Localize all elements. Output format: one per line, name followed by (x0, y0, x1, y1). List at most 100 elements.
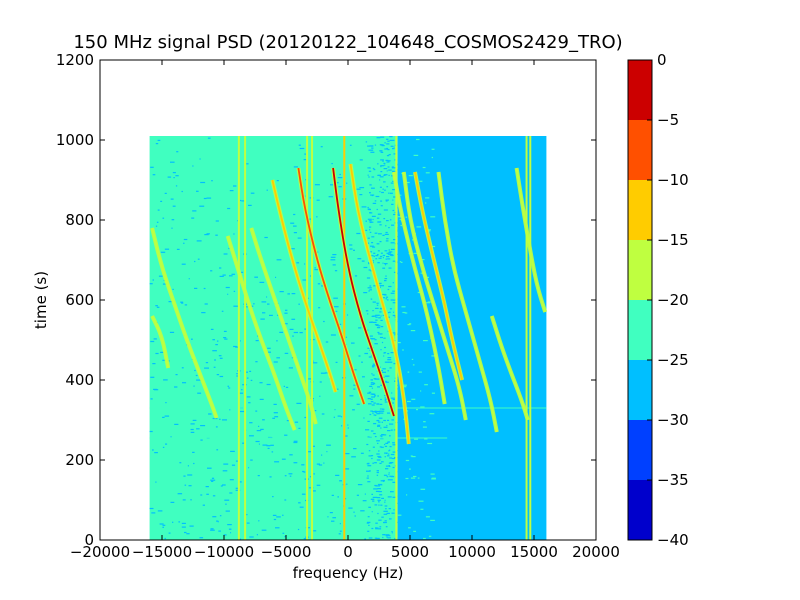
noise-speckle (383, 380, 388, 382)
noise-speckle (386, 534, 390, 536)
noise-speckle (223, 330, 227, 332)
noise-speckle (299, 332, 303, 334)
noise-speckle (331, 494, 334, 496)
noise-speckle (336, 182, 339, 184)
noise-speckle (346, 182, 348, 184)
noise-speckle (388, 473, 390, 476)
noise-speckle (205, 486, 209, 488)
noise-speckle (373, 255, 375, 257)
noise-speckle (384, 520, 387, 522)
noise-speckle (376, 327, 381, 329)
noise-speckle (206, 493, 209, 495)
noise-speckle (379, 150, 383, 152)
noise-speckle (381, 370, 383, 372)
noise-speckle (396, 521, 399, 523)
doppler-trace (515, 167, 547, 313)
noise-speckle (389, 465, 391, 467)
x-tick-label: −10000 (194, 543, 254, 561)
noise-speckle (194, 369, 196, 372)
noise-speckle (332, 254, 337, 256)
noise-speckle (181, 367, 184, 369)
noise-speckle (371, 457, 373, 460)
noise-speckle (372, 262, 374, 264)
doppler-trace-layer (150, 163, 548, 445)
noise-speckle (371, 147, 374, 149)
noise-speckle (272, 514, 277, 516)
colorbar-tick-label: −15 (657, 231, 689, 249)
noise-speckle (162, 283, 167, 285)
noise-speckle (164, 192, 167, 194)
noise-speckle (160, 351, 164, 353)
noise-speckle (276, 180, 279, 182)
noise-speckle (387, 166, 390, 168)
noise-speckle (422, 166, 426, 169)
noise-speckle (401, 386, 407, 388)
noise-speckle (369, 289, 372, 291)
doppler-trace (437, 171, 498, 433)
noise-speckle (262, 444, 268, 446)
noise-speckle (370, 194, 375, 196)
noise-speckle (374, 484, 377, 487)
noise-speckle (331, 163, 333, 165)
noise-speckle (346, 483, 348, 485)
noise-speckle (155, 143, 159, 145)
noise-speckle (392, 444, 397, 446)
noise-speckle (361, 206, 367, 208)
noise-speckle (164, 415, 170, 417)
noise-speckle (374, 504, 378, 506)
noise-speckle (152, 174, 156, 176)
noise-speckle (203, 197, 207, 200)
noise-speckle (199, 158, 201, 160)
noise-speckle (223, 253, 228, 255)
noise-speckle (335, 361, 338, 363)
noise-speckle (392, 282, 394, 284)
noise-speckle (420, 508, 424, 510)
noise-speckle (377, 512, 379, 515)
noise-speckle (318, 464, 323, 466)
noise-speckle (379, 176, 384, 178)
noise-speckle (398, 342, 401, 344)
noise-speckle (330, 259, 336, 261)
noise-speckle (369, 167, 371, 169)
noise-speckle (325, 341, 329, 343)
noise-speckle (390, 397, 395, 399)
noise-speckle (288, 367, 293, 369)
noise-speckle (359, 194, 363, 196)
noise-speckle (273, 403, 277, 405)
noise-speckle (368, 391, 372, 393)
noise-speckle (387, 479, 393, 481)
noise-speckle (330, 256, 336, 258)
noise-speckle (385, 264, 387, 266)
noise-speckle (246, 163, 249, 165)
noise-speckle (354, 275, 358, 277)
noise-speckle (425, 516, 430, 518)
noise-speckle (229, 479, 234, 481)
noise-speckle (385, 199, 389, 201)
colorbar-tick-label: −40 (657, 531, 689, 549)
noise-speckle (287, 293, 290, 295)
noise-speckle (368, 455, 372, 457)
noise-speckle (367, 313, 369, 315)
noise-speckle (405, 181, 410, 184)
noise-speckle (392, 189, 396, 191)
noise-speckle (366, 470, 371, 472)
noise-speckle (386, 238, 389, 240)
noise-speckle (223, 337, 227, 339)
noise-speckle (312, 360, 314, 362)
noise-speckle (258, 520, 260, 522)
noise-speckle (222, 419, 227, 421)
colorbar-band (628, 240, 652, 300)
noise-speckle (378, 484, 383, 486)
noise-speckle (164, 537, 166, 540)
doppler-trace (402, 171, 467, 421)
noise-speckle (377, 163, 379, 165)
noise-speckle (370, 382, 374, 384)
noise-speckle (384, 445, 388, 447)
noise-speckle (383, 168, 388, 170)
colorbar-tick-label: −20 (657, 291, 689, 309)
noise-speckle (249, 370, 252, 372)
noise-speckle (356, 494, 359, 496)
noise-speckle (183, 238, 188, 241)
noise-speckle (215, 220, 219, 222)
noise-speckle (373, 285, 376, 287)
